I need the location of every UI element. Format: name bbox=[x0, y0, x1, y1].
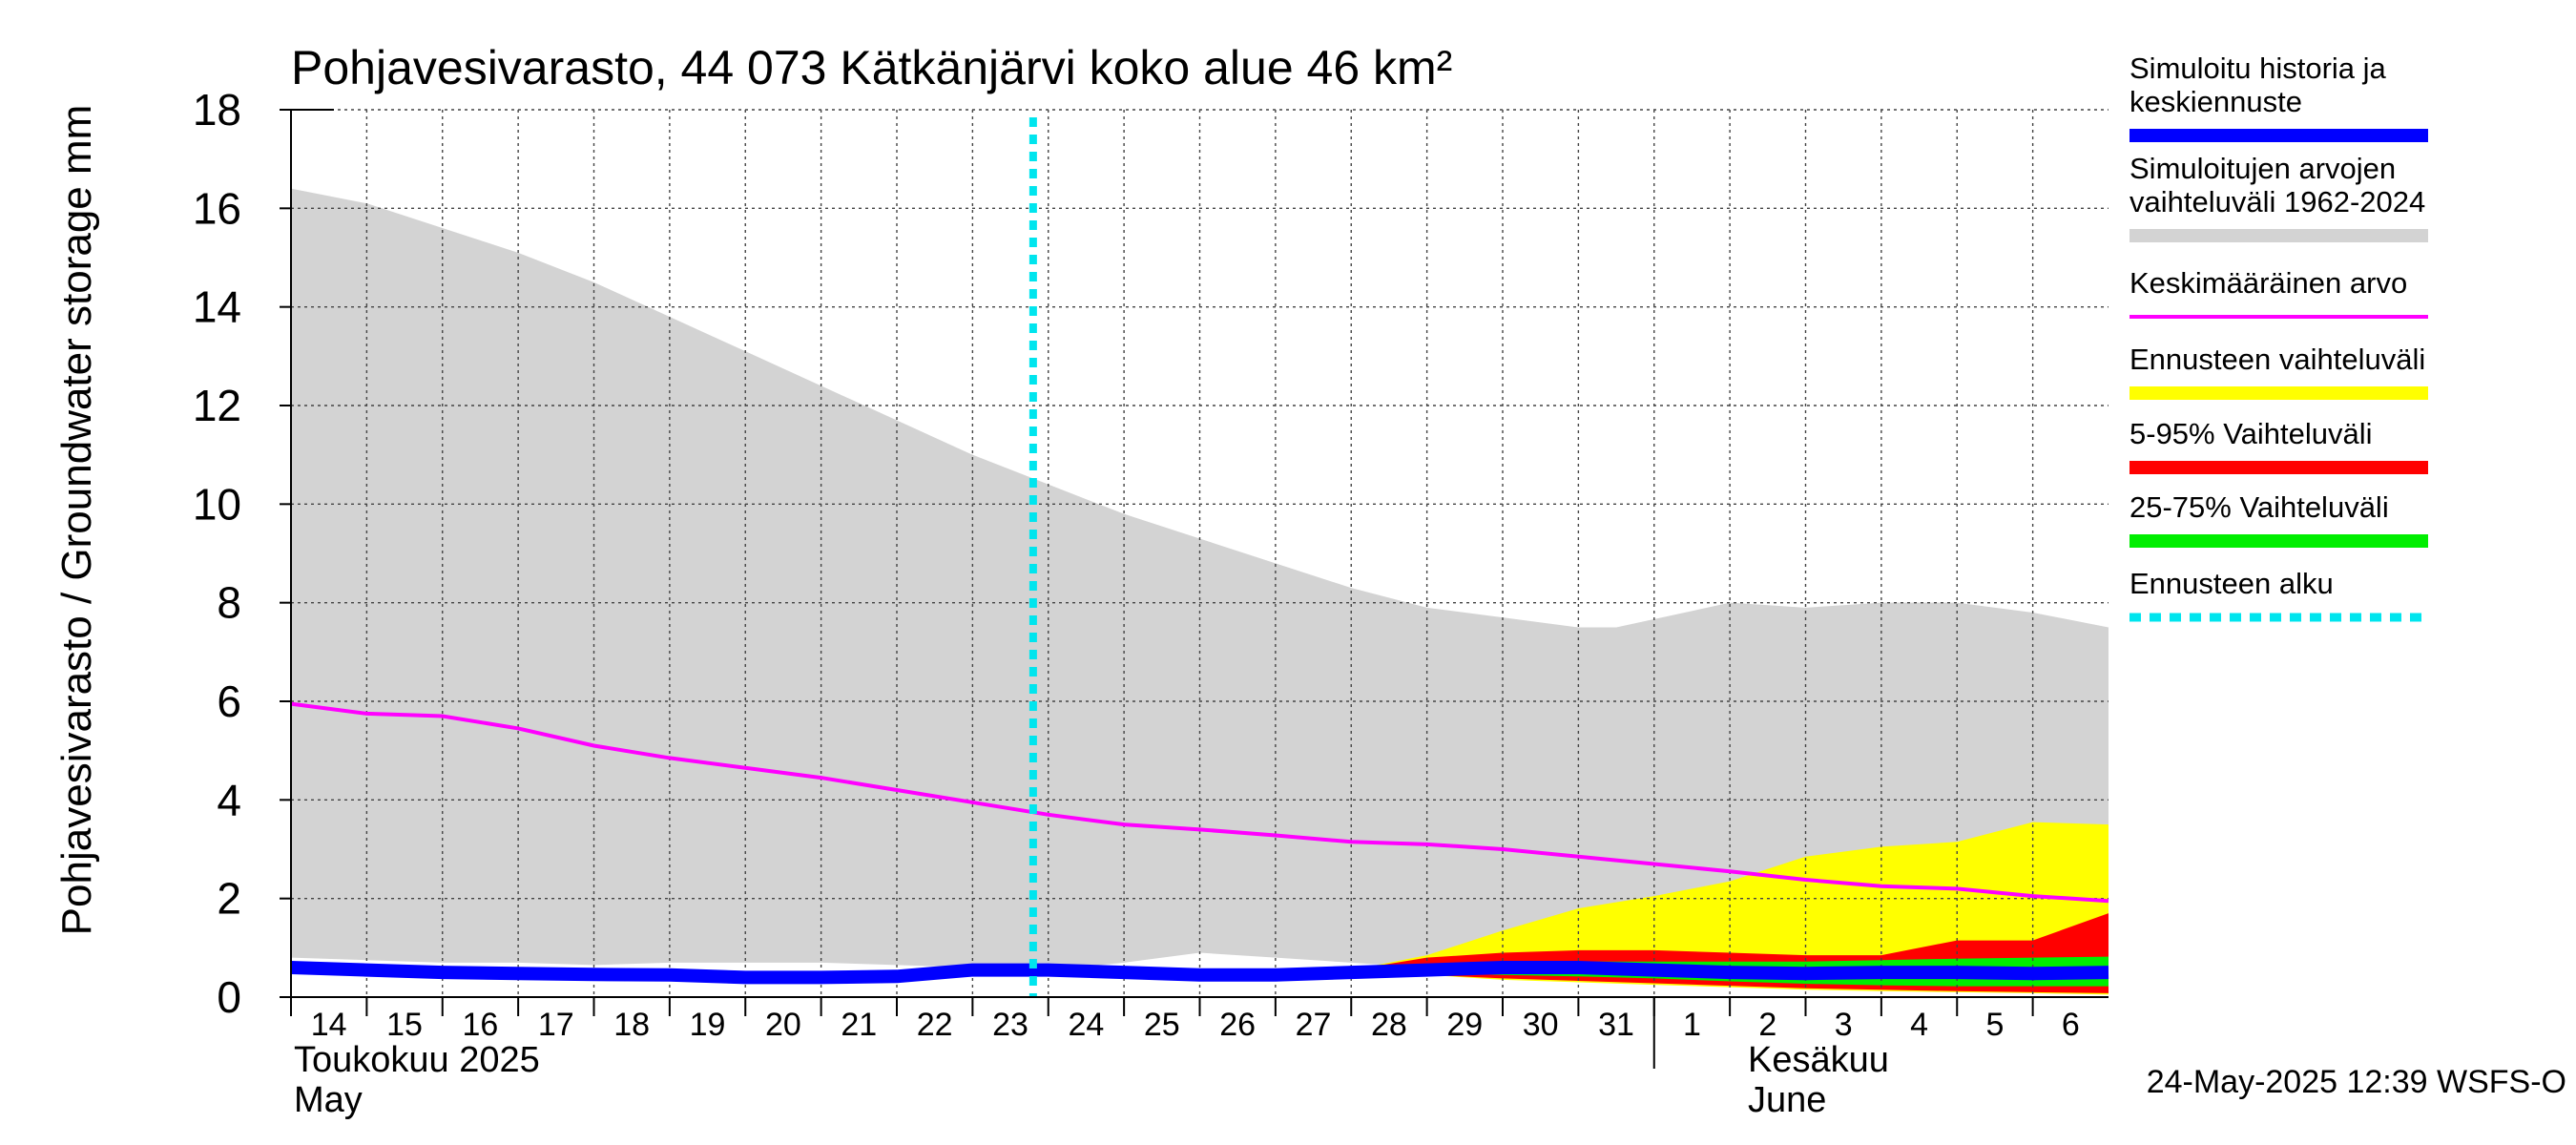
legend-label: 25-75% Vaihteluväli bbox=[2129, 490, 2389, 524]
x-tick-label: 26 bbox=[1219, 1007, 1256, 1043]
y-tick-label: 8 bbox=[217, 578, 241, 628]
month-label-fi: Kesäkuu bbox=[1748, 1040, 1889, 1080]
y-tick-label: 12 bbox=[193, 381, 241, 430]
month-label-en: June bbox=[1748, 1080, 1826, 1120]
x-tick-label: 23 bbox=[992, 1007, 1028, 1043]
legend-label: Keskimääräinen arvo bbox=[2129, 266, 2407, 300]
legend-label: Ennusteen alku bbox=[2129, 567, 2334, 600]
x-tick-label: 6 bbox=[2062, 1007, 2080, 1043]
legend-item: 25-75% Vaihteluväli bbox=[2129, 490, 2428, 548]
x-tick-label: 20 bbox=[765, 1007, 801, 1043]
legend-label: vaihteluväli 1962-2024 bbox=[2129, 185, 2425, 219]
legend-label: Simuloitu historia ja bbox=[2129, 52, 2387, 85]
y-tick-label: 18 bbox=[193, 85, 241, 135]
x-tick-label: 14 bbox=[311, 1007, 347, 1043]
x-tick-label: 15 bbox=[386, 1007, 423, 1043]
legend-item: 5-95% Vaihteluväli bbox=[2129, 417, 2428, 474]
legend-swatch bbox=[2129, 386, 2428, 400]
x-tick-label: 16 bbox=[463, 1007, 499, 1043]
x-tick-label: 30 bbox=[1523, 1007, 1559, 1043]
month-label-en: May bbox=[294, 1080, 363, 1120]
x-tick-label: 1 bbox=[1683, 1007, 1701, 1043]
legend-item: Ennusteen vaihteluväli bbox=[2129, 343, 2428, 400]
x-tick-label: 29 bbox=[1446, 1007, 1483, 1043]
x-tick-label: 22 bbox=[917, 1007, 953, 1043]
x-tick-label: 21 bbox=[841, 1007, 877, 1043]
legend-swatch bbox=[2129, 461, 2428, 474]
y-tick-label: 2 bbox=[217, 874, 241, 924]
month-label-fi: Toukokuu 2025 bbox=[294, 1040, 540, 1080]
legend-label: Simuloitujen arvojen bbox=[2129, 152, 2396, 185]
legend: Simuloitu historia jakeskiennusteSimuloi… bbox=[2129, 52, 2428, 622]
legend-item: Ennusteen alku bbox=[2129, 567, 2428, 622]
legend-item: Keskimääräinen arvo bbox=[2129, 266, 2428, 319]
x-tick-label: 31 bbox=[1598, 1007, 1634, 1043]
chart-title: Pohjavesivarasto, 44 073 Kätkänjärvi kok… bbox=[291, 41, 1452, 94]
x-tick-label: 3 bbox=[1835, 1007, 1853, 1043]
y-tick-label: 14 bbox=[193, 282, 241, 332]
x-tick-label: 19 bbox=[690, 1007, 726, 1043]
footer-timestamp: 24-May-2025 12:39 WSFS-O bbox=[2147, 1064, 2566, 1100]
y-tick-label: 6 bbox=[217, 677, 241, 726]
mean-line bbox=[290, 701, 2109, 904]
x-tick-label: 25 bbox=[1144, 1007, 1180, 1043]
y-tick-label: 10 bbox=[193, 479, 241, 529]
x-tick-label: 18 bbox=[613, 1007, 650, 1043]
x-tick-label: 4 bbox=[1910, 1007, 1928, 1043]
gridlines bbox=[291, 109, 2109, 998]
legend-swatch bbox=[2129, 229, 2428, 242]
series-layer bbox=[290, 117, 2109, 997]
x-tick-label: 17 bbox=[538, 1007, 574, 1043]
x-tick-label: 2 bbox=[1758, 1007, 1776, 1043]
y-tick-label: 0 bbox=[217, 972, 241, 1022]
legend-label: keskiennuste bbox=[2129, 85, 2302, 118]
x-tick-label: 28 bbox=[1371, 1007, 1407, 1043]
legend-swatch bbox=[2129, 534, 2428, 548]
y-tick-label: 4 bbox=[217, 775, 241, 824]
y-tick-label: 16 bbox=[193, 183, 241, 233]
x-tick-label: 5 bbox=[1985, 1007, 2004, 1043]
y-axis-label: Pohjavesivarasto / Groundwater storage m… bbox=[53, 105, 100, 936]
legend-label: Ennusteen vaihteluväli bbox=[2129, 343, 2425, 376]
x-tick-label: 24 bbox=[1069, 1007, 1105, 1043]
x-tick-label: 27 bbox=[1296, 1007, 1332, 1043]
history-line bbox=[290, 961, 2109, 985]
legend-swatch bbox=[2129, 129, 2428, 142]
legend-label: 5-95% Vaihteluväli bbox=[2129, 417, 2372, 450]
